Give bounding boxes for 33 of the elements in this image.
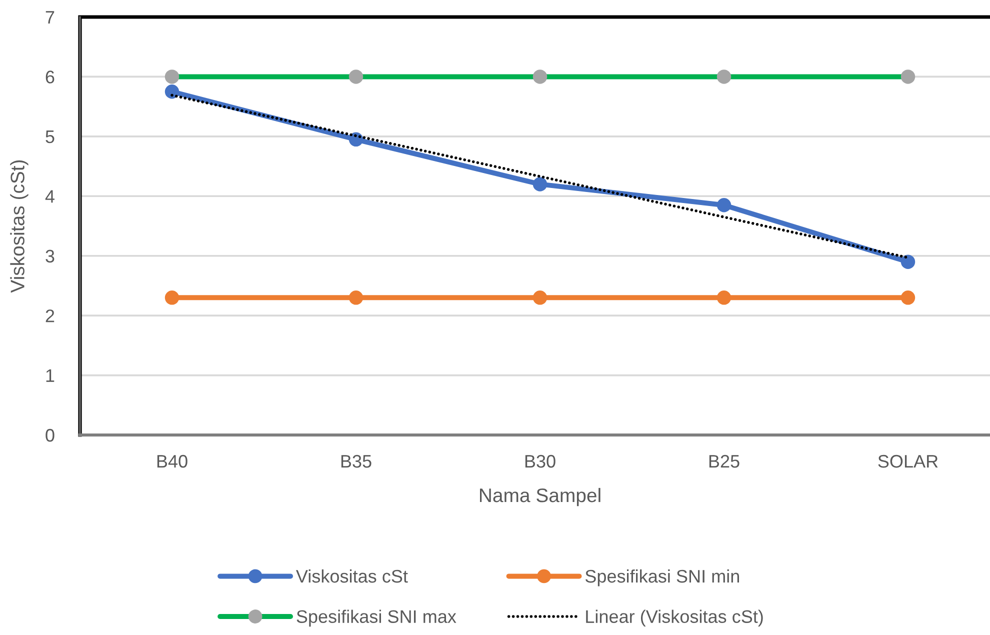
x-tick-label: B25: [709, 454, 740, 468]
point: [164, 290, 180, 305]
y-tick-label: 4: [45, 190, 54, 203]
y-tick-label: 1: [46, 369, 54, 382]
y-tick-label: 3: [46, 250, 54, 263]
x-tick-label: B35: [341, 454, 372, 468]
legend-label: Spesifikasi SNI min: [585, 569, 739, 586]
point: [900, 70, 916, 84]
legend-label: Viskositas cSt: [296, 569, 408, 583]
y-tick-label: 7: [46, 11, 54, 24]
point: [348, 290, 364, 305]
point: [716, 290, 732, 305]
point: [348, 70, 364, 84]
x-tick-label: B30: [525, 454, 556, 468]
point: [532, 70, 548, 84]
point: [716, 198, 732, 212]
x-tick-label: SOLAR: [878, 454, 938, 468]
y-tick-label: 2: [46, 310, 54, 322]
point: [716, 70, 732, 84]
point: [900, 254, 916, 269]
point: [164, 70, 180, 84]
point: [532, 177, 548, 192]
x-axis-title: Nama Sampel: [480, 488, 600, 506]
y-tick-label: 0: [46, 428, 54, 442]
y-tick-label: 6: [46, 70, 54, 84]
point: [532, 290, 548, 305]
x-tick-label: B40: [157, 454, 188, 468]
legend-label: Linear (Viskositas cSt): [586, 610, 763, 627]
legend-label: Spesifikasi SNI max: [296, 610, 456, 627]
point: [164, 84, 180, 99]
y-axis-title: Viskositas (cSt): [10, 160, 28, 293]
y-tick-label: 5: [46, 130, 54, 144]
point: [900, 290, 916, 305]
